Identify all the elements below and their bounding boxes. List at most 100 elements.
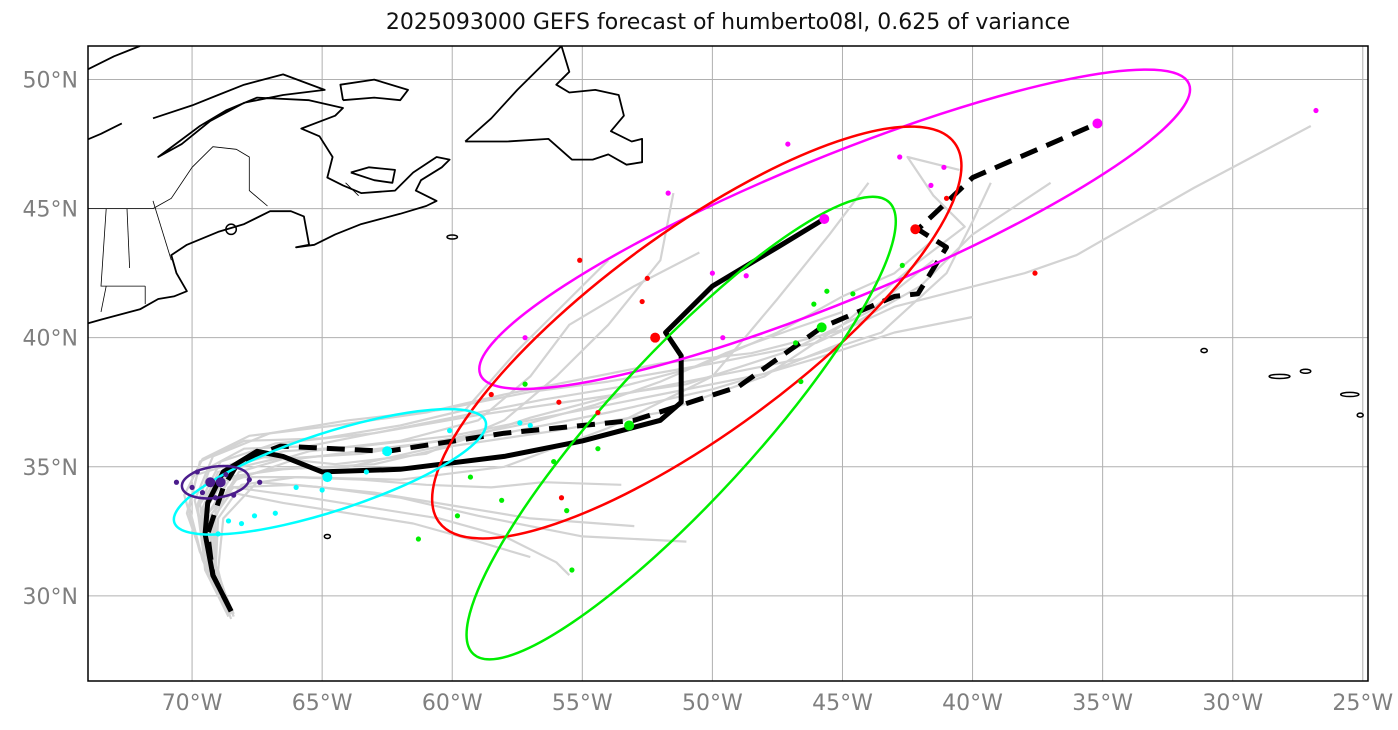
ensemble-track — [193, 125, 1312, 610]
member-point — [551, 458, 557, 465]
variance-ellipse — [430, 125, 963, 540]
mean-point — [215, 477, 226, 488]
ensemble-track — [214, 251, 700, 612]
member-point — [595, 409, 601, 416]
member-point — [556, 399, 562, 405]
member-point — [447, 428, 453, 434]
y-tick-label: 45°N — [23, 198, 78, 223]
member-point — [415, 536, 422, 542]
island-outline — [323, 533, 332, 540]
member-point — [595, 446, 601, 452]
border-line — [152, 200, 172, 261]
member-point — [793, 340, 799, 346]
variance-ellipses — [172, 68, 1192, 661]
island-outline — [1299, 368, 1312, 374]
border-line — [345, 182, 359, 196]
member-point — [665, 190, 671, 196]
island-outline — [225, 223, 238, 236]
ensemble-track — [206, 486, 571, 615]
member-point — [173, 479, 180, 485]
x-tick-label: 65°W — [292, 691, 353, 716]
variance-ellipse — [478, 68, 1192, 391]
member-point — [943, 195, 950, 201]
member-point — [293, 484, 299, 491]
variance-ellipse — [172, 407, 488, 536]
border-line — [152, 146, 268, 209]
x-tick-label: 70°W — [162, 691, 223, 716]
member-point — [194, 469, 200, 475]
member-point — [225, 518, 232, 524]
border-line — [100, 208, 146, 287]
coastline — [88, 73, 451, 325]
member-point — [1313, 107, 1319, 114]
member-point — [527, 422, 533, 429]
x-tick-label: 45°W — [812, 691, 873, 716]
x-tick-label: 60°W — [422, 691, 483, 716]
member-point — [189, 484, 195, 491]
coastline — [339, 78, 409, 102]
y-tick-label: 40°N — [23, 327, 78, 352]
member-point — [798, 378, 804, 385]
member-point — [709, 270, 715, 276]
x-tick-label: 55°W — [552, 691, 613, 716]
x-tick-label: 40°W — [942, 691, 1003, 716]
member-point — [785, 141, 791, 147]
island-outline — [446, 234, 459, 240]
chart-title: 2025093000 GEFS forecast of humberto08l,… — [385, 10, 1071, 35]
member-point — [467, 474, 474, 480]
member-point — [569, 567, 575, 573]
member-point — [238, 520, 245, 527]
coastline — [464, 46, 643, 166]
member-point — [644, 275, 650, 281]
member-point — [522, 381, 528, 387]
member-point — [824, 288, 830, 294]
mean-point — [205, 477, 216, 488]
member-point — [928, 182, 934, 188]
member-point — [319, 487, 325, 493]
x-tick-label: 25°W — [1332, 691, 1393, 716]
island-outline — [1339, 391, 1360, 398]
ensemble-track — [188, 259, 610, 612]
mean-point — [910, 224, 921, 235]
member-point — [488, 391, 494, 398]
plot-frame — [87, 45, 1369, 682]
member-point — [564, 508, 570, 514]
island-outline — [1200, 347, 1208, 354]
mean-point — [322, 472, 333, 483]
y-tick-label: 30°N — [23, 585, 78, 610]
member-point — [199, 489, 206, 496]
mean-track-dashed — [205, 121, 1099, 613]
coastline — [88, 46, 141, 71]
member-point — [1032, 270, 1038, 276]
island-outline — [1268, 373, 1291, 380]
mean-point — [382, 446, 393, 457]
member-point — [639, 298, 645, 305]
member-point — [231, 492, 237, 498]
member-point — [720, 335, 726, 341]
coastline — [88, 122, 123, 141]
member-point — [212, 495, 219, 501]
member-point — [454, 513, 461, 519]
border-line — [126, 208, 130, 269]
mean-tracks — [202, 121, 1099, 613]
ensemble-track — [198, 259, 935, 615]
mean-point — [816, 322, 827, 333]
y-tick-label: 50°N — [23, 69, 78, 94]
border-line — [100, 286, 107, 312]
member-point — [850, 291, 856, 297]
y-tick-label: 35°N — [23, 456, 78, 481]
member-point — [558, 495, 565, 501]
member-point — [577, 257, 583, 263]
plot-background — [88, 46, 1368, 681]
coastlines — [88, 46, 1364, 540]
member-point — [272, 510, 278, 516]
x-tick-label: 30°W — [1202, 691, 1263, 716]
mean-point — [624, 420, 635, 431]
member-point — [223, 471, 229, 478]
member-point — [246, 477, 252, 483]
member-point — [215, 531, 221, 537]
variance-ellipse — [465, 195, 898, 661]
member-point — [743, 273, 749, 279]
ensemble-track — [183, 181, 1052, 607]
